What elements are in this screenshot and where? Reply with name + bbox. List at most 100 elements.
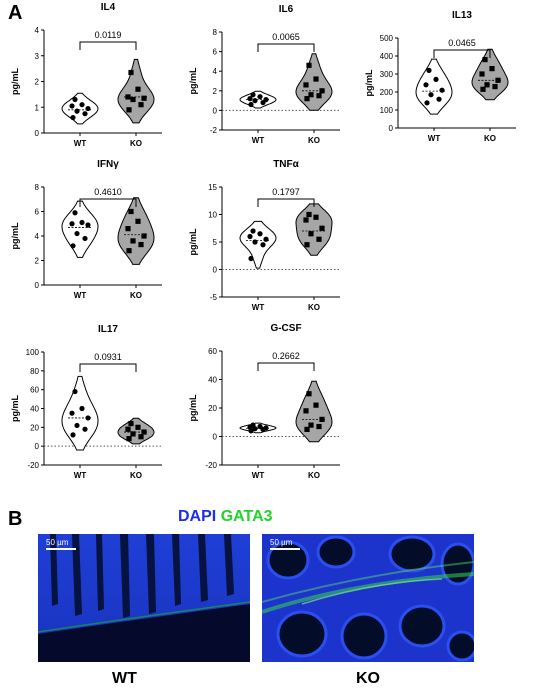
data-point-ko — [141, 95, 147, 101]
data-point-ko — [125, 94, 131, 100]
y-tick-label: 4 — [35, 232, 40, 241]
chart-title: G-CSF — [270, 323, 301, 334]
chart-title: TNFα — [273, 159, 299, 170]
data-point-ko — [489, 66, 495, 72]
data-point-wt — [70, 114, 76, 121]
data-point-ko — [495, 77, 501, 83]
data-point-wt — [433, 76, 439, 82]
data-point-wt — [263, 236, 269, 242]
scale-label-ko: 50 µm — [270, 538, 293, 547]
data-point-ko — [313, 402, 319, 408]
significance-bracket — [79, 363, 137, 372]
data-point-ko — [128, 69, 134, 76]
x-tick-label: WT — [252, 471, 265, 480]
y-tick-label: 80 — [30, 367, 39, 376]
data-point-ko — [126, 248, 132, 254]
data-point-ko — [319, 416, 325, 422]
data-point-ko — [125, 226, 131, 232]
y-tick-label: 0 — [389, 124, 394, 133]
chart-title: IFNγ — [97, 159, 119, 170]
y-tick-label: 0 — [35, 129, 40, 138]
significance-bracket — [79, 198, 137, 207]
p-value-label: 0.2662 — [272, 351, 300, 361]
data-point-ko — [316, 93, 322, 99]
violin-wt — [239, 220, 277, 269]
y-tick-label: 60 — [208, 347, 217, 356]
chart-title: IL13 — [452, 10, 472, 21]
data-point-ko — [313, 214, 319, 220]
significance-bracket — [257, 198, 315, 207]
data-point-wt — [85, 105, 91, 112]
data-point-wt — [257, 231, 263, 237]
data-point-ko — [480, 86, 486, 92]
data-point-ko — [128, 420, 134, 427]
y-tick-label: 40 — [208, 376, 217, 385]
violin-chart-6: G-CSF pg/mL -20 0 20 40 60 WT KO 0.2662 — [188, 323, 340, 480]
y-tick-label: 8 — [213, 28, 218, 37]
data-point-ko — [125, 426, 131, 432]
y-tick-label: 4 — [35, 26, 40, 35]
significance-bracket — [79, 41, 137, 50]
data-point-wt — [69, 221, 75, 227]
violin-ko — [295, 203, 333, 256]
data-point-ko — [304, 242, 310, 248]
y-tick-label: -5 — [210, 293, 218, 302]
violin-wt — [61, 200, 99, 258]
violin-wt — [61, 375, 99, 451]
data-point-ko — [308, 92, 314, 98]
data-point-ko — [313, 76, 319, 82]
x-tick-label: WT — [74, 291, 87, 300]
data-point-wt — [72, 96, 78, 103]
y-tick-label: -2 — [210, 126, 218, 135]
dapi-label: DAPI — [178, 508, 217, 525]
micrograph-ko-image — [262, 534, 474, 662]
data-point-wt — [69, 410, 75, 416]
y-tick-label: 400 — [380, 52, 394, 61]
data-point-ko — [316, 423, 322, 430]
data-point-wt — [260, 242, 266, 248]
data-point-wt — [79, 219, 85, 226]
data-point-ko — [306, 62, 312, 68]
data-point-wt — [74, 108, 80, 114]
y-tick-label: -20 — [27, 461, 39, 470]
data-point-ko — [308, 231, 314, 237]
y-tick-label: 100 — [380, 106, 394, 115]
data-point-ko — [138, 102, 144, 108]
data-point-ko — [479, 71, 485, 77]
data-point-ko — [130, 96, 136, 103]
y-tick-label: 500 — [380, 34, 394, 43]
data-point-ko — [135, 86, 141, 92]
violin-chart-1: IL6 pg/mL -2 0 2 4 6 8 WT KO 0.0065 — [188, 4, 340, 145]
chart-title: IL4 — [101, 2, 116, 13]
data-point-wt — [247, 233, 253, 240]
data-point-ko — [141, 233, 147, 239]
violin-chart-2: IL13 pg/mL 0 100 200 300 400 500 WT KO 0.0465 — [364, 10, 516, 143]
y-tick-label: 0 — [213, 433, 218, 442]
x-tick-label: WT — [74, 471, 87, 480]
data-point-wt — [70, 432, 76, 438]
data-point-ko — [138, 241, 144, 248]
data-point-wt — [79, 405, 85, 412]
y-axis-label: pg/mL — [364, 69, 374, 96]
violin-wt — [61, 92, 99, 125]
x-tick-label: KO — [308, 136, 320, 145]
scale-bar-wt: 50 µm — [46, 538, 76, 550]
data-point-wt — [263, 97, 269, 103]
y-tick-label: 0 — [213, 106, 218, 115]
p-value-label: 0.0465 — [448, 38, 476, 48]
data-point-ko — [126, 107, 132, 113]
data-point-ko — [126, 436, 132, 442]
data-point-wt — [82, 235, 88, 242]
significance-bracket — [257, 362, 315, 371]
data-point-ko — [319, 225, 325, 231]
data-point-wt — [247, 96, 253, 102]
panel-b-label: B — [8, 508, 23, 530]
data-point-wt — [424, 100, 430, 106]
chart-title: IL6 — [279, 4, 294, 15]
p-value-label: 0.0065 — [272, 32, 300, 42]
y-tick-label: -20 — [205, 461, 217, 470]
data-point-wt — [423, 82, 429, 88]
significance-bracket — [257, 43, 315, 52]
y-axis-label: pg/mL — [188, 228, 198, 255]
